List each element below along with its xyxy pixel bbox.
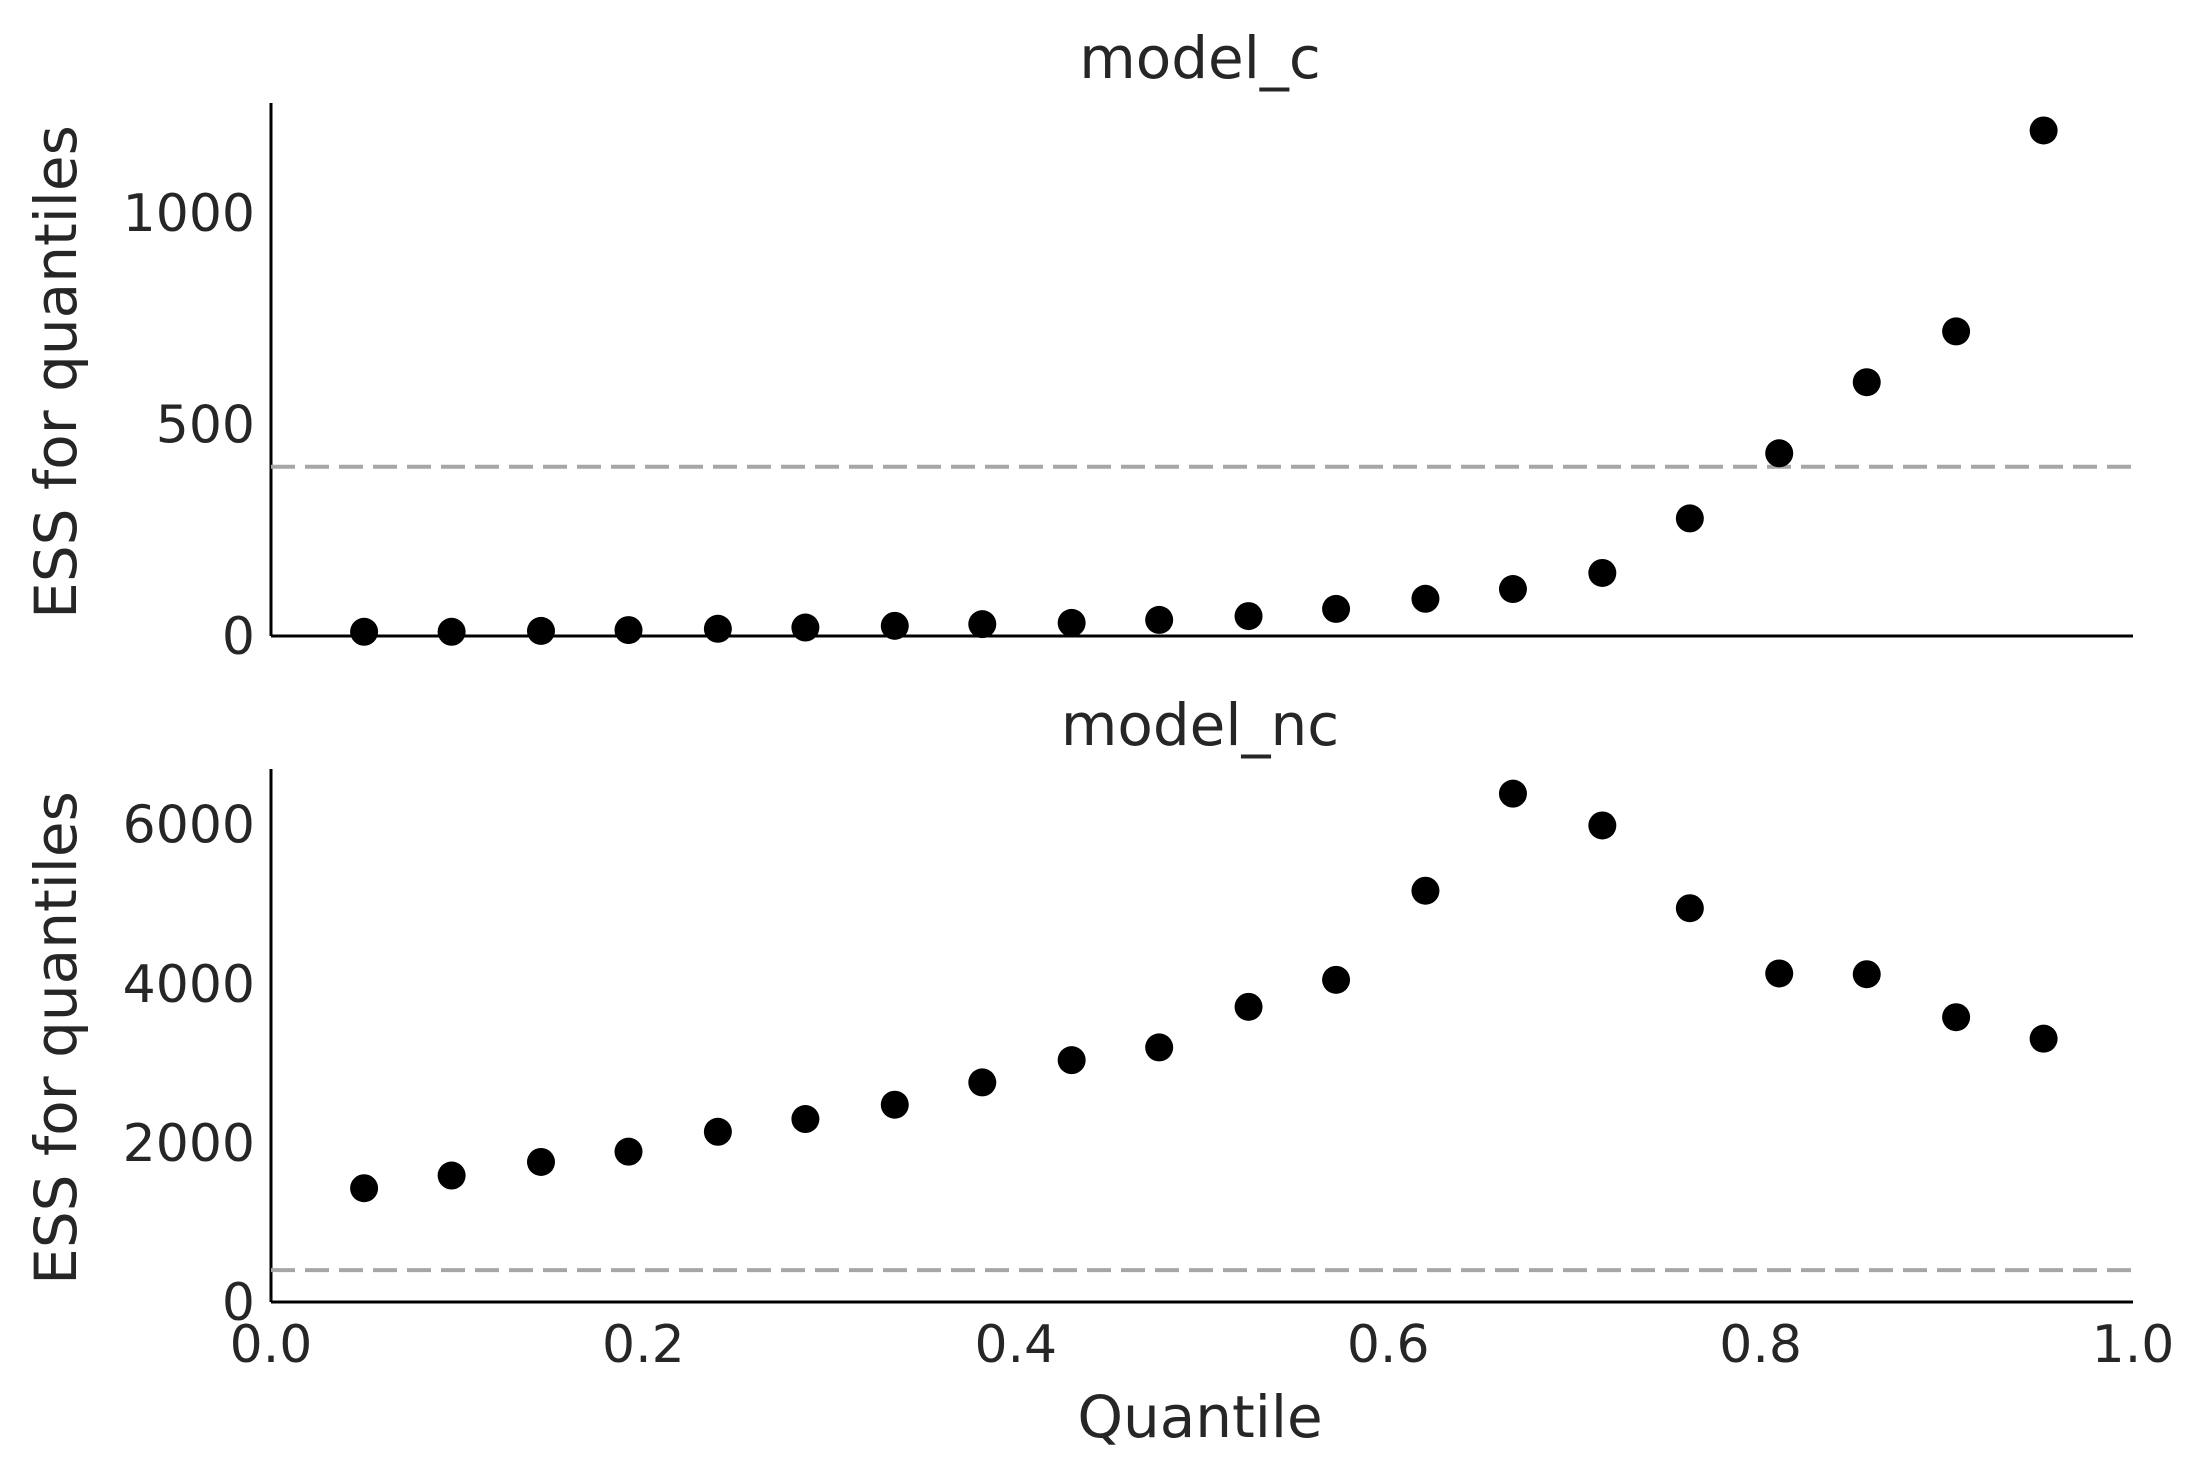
panel-title: model_nc	[1061, 691, 1339, 759]
x-tick-labels: 0.0 0.2 0.4 0.6 0.8 1.0	[230, 1315, 2175, 1375]
data-point	[1942, 1003, 1971, 1032]
x-tick-label: 0.8	[1719, 1315, 1802, 1375]
y-axis-label: ESS for quantiles	[22, 791, 90, 1285]
data-point	[614, 1137, 643, 1166]
data-point	[1057, 1046, 1086, 1075]
data-point	[1411, 584, 1440, 613]
y-tick-labels: 0 2000 4000 6000	[123, 796, 255, 1333]
data-point	[703, 1117, 732, 1146]
data-point	[1322, 594, 1351, 623]
data-point	[1057, 608, 1086, 637]
data-point	[350, 1174, 379, 1203]
data-points	[350, 779, 2058, 1203]
data-point	[1234, 602, 1263, 631]
y-tick-label: 0	[222, 1273, 255, 1333]
data-point	[1765, 959, 1794, 988]
data-point	[1322, 965, 1351, 994]
data-point	[1588, 558, 1617, 587]
y-axis-label: ESS for quantiles	[22, 125, 90, 619]
x-tick-label: 0.6	[1347, 1315, 1430, 1375]
y-tick-label: 4000	[123, 955, 255, 1015]
y-tick-labels: 0 500 1000	[123, 184, 255, 667]
data-point	[526, 1147, 555, 1176]
data-point	[1145, 605, 1174, 634]
data-point	[1498, 575, 1527, 604]
y-tick-label: 1000	[123, 184, 255, 244]
data-point	[880, 1090, 909, 1119]
data-point	[1234, 992, 1263, 1021]
x-tick-label: 0.2	[602, 1315, 685, 1375]
x-tick-label: 0.4	[974, 1315, 1057, 1375]
data-point	[1675, 894, 1704, 923]
data-point	[1498, 779, 1527, 808]
data-point	[880, 611, 909, 640]
data-point	[1765, 439, 1794, 468]
y-tick-label: 0	[222, 607, 255, 667]
data-points	[350, 116, 2058, 646]
data-point	[526, 616, 555, 645]
data-point	[1675, 504, 1704, 533]
data-point	[2029, 116, 2058, 145]
data-point	[1942, 317, 1971, 346]
data-point	[614, 616, 643, 645]
x-tick-label: 0.0	[230, 1315, 313, 1375]
data-point	[968, 1068, 997, 1097]
data-point	[703, 614, 732, 643]
y-tick-label: 2000	[123, 1114, 255, 1174]
panel-title: model_c	[1079, 24, 1321, 92]
data-point	[437, 1161, 466, 1190]
data-point	[1852, 368, 1881, 397]
data-point	[350, 617, 379, 646]
data-point	[2029, 1024, 2058, 1053]
data-point	[1411, 876, 1440, 905]
x-axis-label: Quantile	[1077, 1383, 1322, 1451]
data-point	[791, 613, 820, 642]
y-tick-label: 500	[156, 395, 255, 455]
panel-model-nc: model_nc ESS for quantiles 0 2000 4000 6000…	[22, 691, 2174, 1451]
data-point	[791, 1105, 820, 1134]
data-point	[968, 610, 997, 639]
x-tick-label: 1.0	[2092, 1315, 2175, 1375]
data-point	[437, 617, 466, 646]
data-point	[1852, 960, 1881, 989]
y-tick-label: 6000	[123, 796, 255, 856]
panel-model-c: model_c ESS for quantiles 0 500 1000	[22, 24, 2133, 667]
data-point	[1588, 811, 1617, 840]
data-point	[1145, 1033, 1174, 1062]
